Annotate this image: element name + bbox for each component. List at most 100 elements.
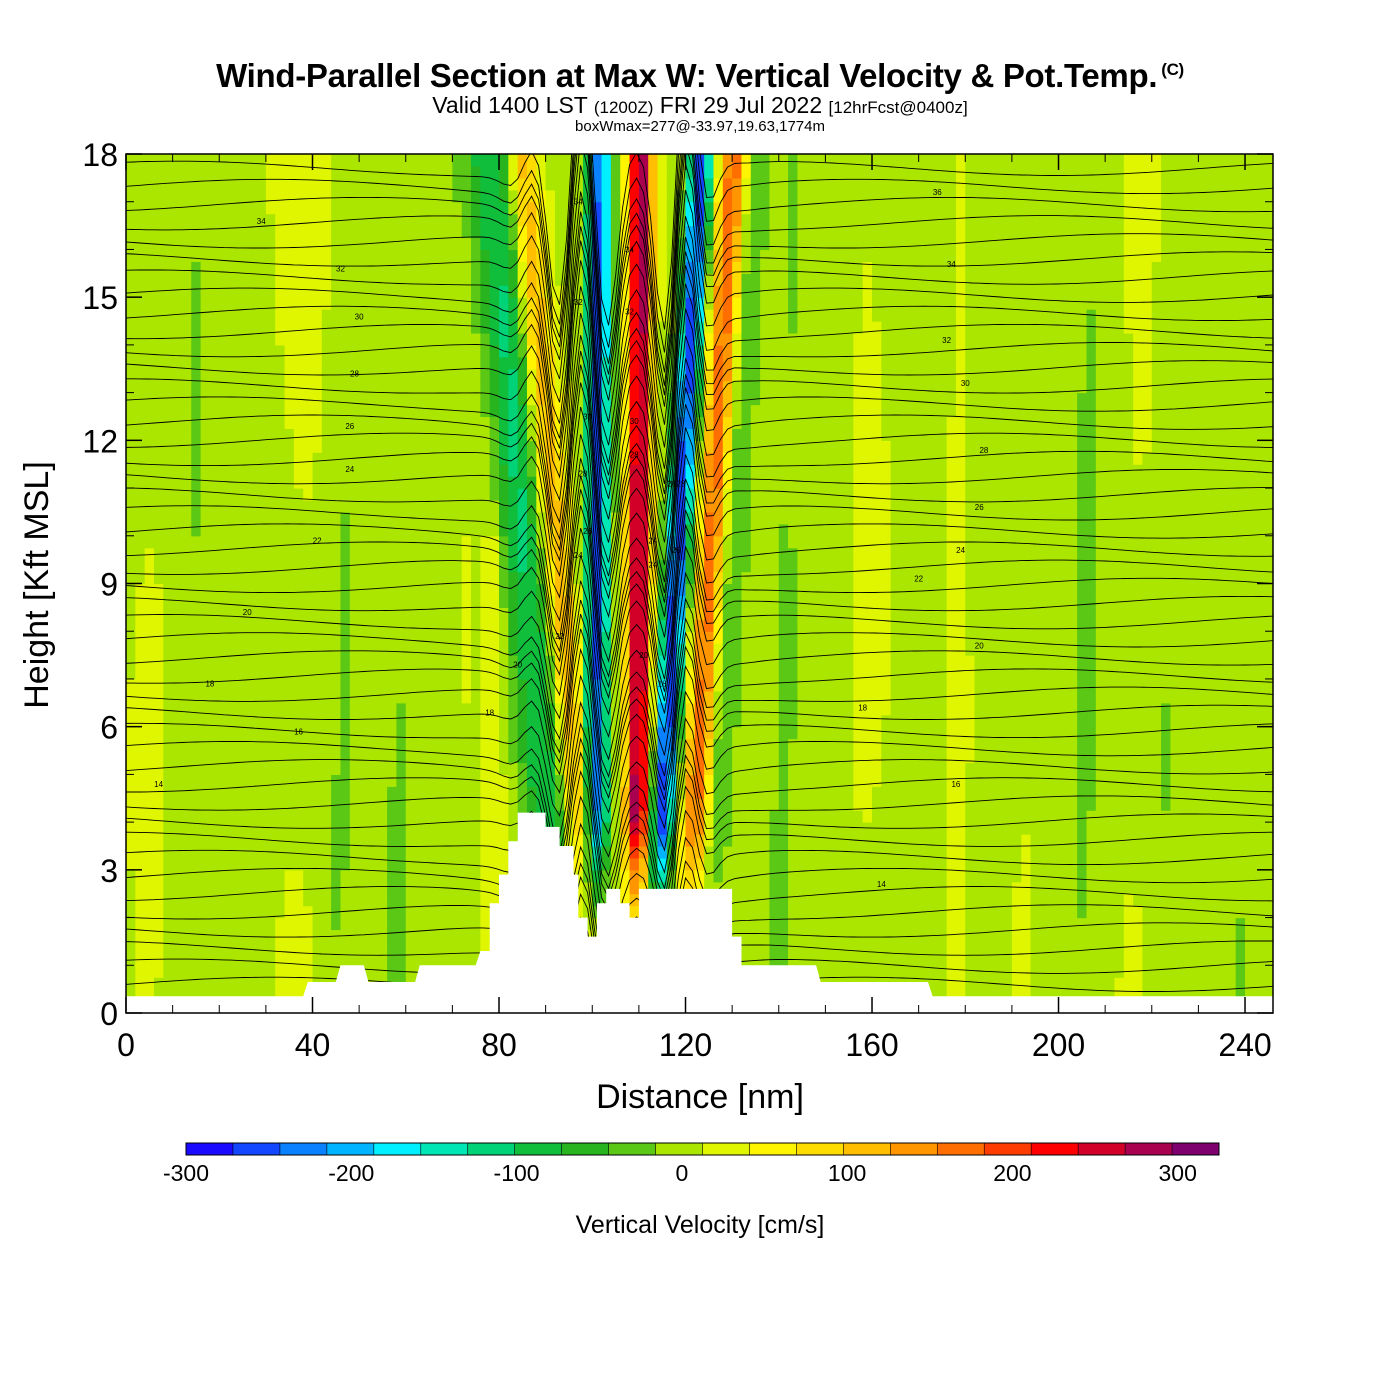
- velocity-cell: [545, 678, 556, 692]
- velocity-cell: [415, 285, 426, 298]
- velocity-cell: [415, 189, 426, 203]
- velocity-cell: [657, 571, 668, 585]
- velocity-cell: [209, 822, 220, 835]
- velocity-cell: [536, 750, 547, 764]
- velocity-cell: [573, 834, 584, 847]
- velocity-cell: [760, 237, 771, 251]
- velocity-cell: [722, 321, 733, 334]
- velocity-cell: [517, 261, 528, 274]
- velocity-cell: [340, 476, 351, 489]
- velocity-cell: [405, 726, 416, 740]
- velocity-cell: [452, 344, 463, 358]
- velocity-cell: [732, 559, 743, 573]
- velocity-cell: [685, 309, 696, 322]
- velocity-cell: [722, 440, 733, 453]
- velocity-cell: [452, 392, 463, 406]
- velocity-cell: [499, 499, 509, 513]
- velocity-cell: [750, 213, 761, 227]
- velocity-cell: [760, 714, 771, 728]
- velocity-cell: [163, 905, 174, 919]
- velocity-cell: [620, 547, 631, 561]
- velocity-cell: [247, 678, 258, 692]
- velocity-cell: [629, 321, 640, 334]
- velocity-cell: [424, 822, 435, 835]
- velocity-cell: [582, 869, 593, 883]
- velocity-cell: [554, 714, 565, 728]
- velocity-cell: [396, 189, 407, 203]
- velocity-cell: [461, 464, 472, 477]
- velocity-cell: [321, 356, 332, 370]
- velocity-cell: [237, 869, 248, 883]
- velocity-cell: [209, 619, 220, 632]
- velocity-cell: [433, 249, 444, 262]
- velocity-cell: [732, 631, 743, 644]
- velocity-cell: [172, 655, 183, 668]
- velocity-cell: [471, 857, 481, 871]
- velocity-cell: [713, 619, 724, 632]
- velocity-cell: [275, 165, 286, 179]
- velocity-cell: [694, 177, 705, 191]
- velocity-cell: [601, 559, 612, 573]
- velocity-cell: [489, 738, 500, 752]
- velocity-cell: [237, 440, 248, 453]
- velocity-cell: [592, 452, 603, 465]
- velocity-cell: [312, 511, 323, 525]
- velocity-cell: [153, 619, 164, 632]
- velocity-cell: [359, 607, 370, 620]
- velocity-cell: [433, 404, 444, 418]
- velocity-cell: [200, 416, 211, 430]
- velocity-cell: [144, 929, 155, 943]
- velocity-cell: [443, 201, 453, 215]
- velocity-cell: [638, 488, 649, 501]
- velocity-cell: [377, 285, 388, 298]
- velocity-cell: [340, 309, 351, 322]
- velocity-cell: [601, 583, 612, 597]
- velocity-cell: [368, 297, 379, 310]
- velocity-cell: [377, 213, 388, 227]
- velocity-cell: [424, 332, 435, 346]
- velocity-cell: [750, 714, 761, 728]
- velocity-cell: [573, 690, 584, 704]
- velocity-cell: [517, 297, 528, 310]
- velocity-cell: [601, 273, 612, 286]
- velocity-cell: [508, 237, 519, 251]
- velocity-cell: [387, 810, 398, 823]
- velocity-cell: [760, 690, 771, 704]
- velocity-cell: [368, 189, 379, 203]
- velocity-cell: [247, 798, 258, 811]
- velocity-cell: [452, 619, 463, 632]
- velocity-cell: [499, 309, 509, 322]
- velocity-cell: [461, 667, 472, 680]
- velocity-cell: [760, 619, 771, 632]
- velocity-cell: [181, 547, 192, 561]
- velocity-cell: [489, 332, 500, 346]
- velocity-cell: [312, 297, 323, 310]
- velocity-cell: [256, 989, 267, 1002]
- velocity-cell: [237, 798, 248, 811]
- velocity-cell: [769, 917, 780, 931]
- velocity-cell: [685, 297, 696, 310]
- velocity-cell: [545, 798, 556, 811]
- velocity-cell: [573, 440, 584, 453]
- velocity-cell: [265, 368, 276, 382]
- velocity-cell: [209, 404, 220, 418]
- velocity-cell: [760, 893, 771, 907]
- velocity-cell: [163, 941, 174, 954]
- velocity-cell: [536, 249, 547, 262]
- velocity-cell: [666, 869, 677, 883]
- velocity-cell: [387, 356, 398, 370]
- velocity-cell: [228, 225, 239, 239]
- velocity-cell: [349, 822, 360, 835]
- velocity-cell: [443, 368, 453, 382]
- velocity-cell: [471, 953, 481, 966]
- velocity-cell: [387, 619, 398, 632]
- velocity-cell: [284, 476, 295, 489]
- velocity-cell: [648, 726, 659, 740]
- velocity-cell: [293, 464, 304, 477]
- velocity-cell: [620, 774, 631, 787]
- velocity-cell: [331, 332, 342, 346]
- velocity-cell: [135, 332, 146, 346]
- velocity-cell: [610, 404, 621, 418]
- velocity-cell: [443, 154, 453, 167]
- velocity-cell: [424, 845, 435, 859]
